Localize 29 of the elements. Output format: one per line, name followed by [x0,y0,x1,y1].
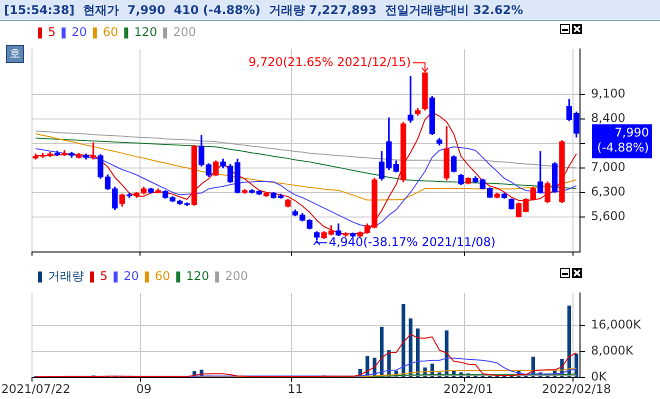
y-tick-label: 0K [591,370,608,384]
annotation: 9,720(21.65% 2021/12/15) [248,54,411,69]
legend-label: 60 [154,269,170,284]
legend-label: 200 [225,269,248,284]
text: 7,990 (-4.88%) [597,125,649,154]
legend-label: 20 [124,269,139,284]
legend-label: 200 [173,25,196,40]
y-tick-label: 5,600 [591,208,626,223]
legend-label: 60 [102,25,118,40]
y-tick-label: 9,100 [591,86,626,101]
x-tick-label: 09 [136,382,152,396]
y-tick-label: 7,000 [591,160,626,174]
x-tick-label: 2021/07/22 [1,382,70,396]
y-tick-label: 8,400 [591,111,626,126]
x-tick-label: 11 [288,382,303,396]
y-tick-label: 8,000K [591,344,634,358]
x-tick-label: 2022/01 [443,382,494,396]
chart-title: [15:54:38] 현재가 7,990 410 (-4.88%) 거래량 7,227,893 전일거래량대비 32.62% [0,0,660,21]
legend-label: 5 [48,25,56,40]
x-tick-label: 2022/02/18 [542,382,611,396]
legend-label: 거래량 [48,269,84,284]
y-tick-label: 16,000K [591,318,642,332]
legend-label: 120 [186,269,210,284]
legend-label: 120 [134,25,158,40]
annotation: 4,940(-38.17% 2021/11/08) [328,234,496,249]
y-tick-label: 6,300 [591,184,626,198]
legend-label: 20 [72,25,87,40]
label-button: 호 [6,45,24,63]
legend-label: 5 [100,269,108,284]
